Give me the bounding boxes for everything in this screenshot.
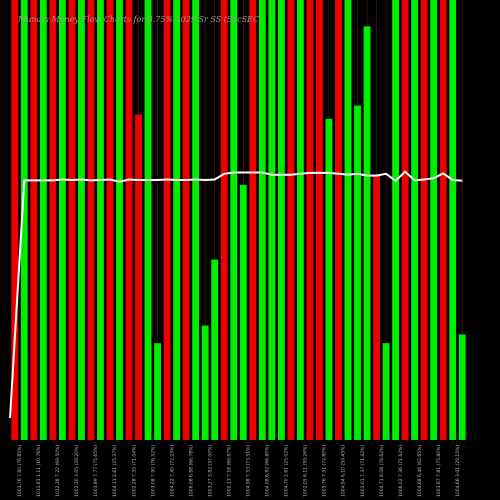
x-tick-label: 1003.99 7.77 (75.65%) xyxy=(93,445,99,497)
x-tick-label: 1003.87 7.81 (75.80%) xyxy=(436,445,442,497)
bar xyxy=(97,0,104,440)
x-tick-label: 1012.38 7.22 (69.50%) xyxy=(55,445,61,497)
x-tick-label: 1005.76 7.51 (72.80%) xyxy=(322,445,328,497)
bar xyxy=(125,0,133,440)
bar xyxy=(373,176,380,440)
bar xyxy=(39,0,47,440)
bar xyxy=(106,0,114,440)
bar xyxy=(173,0,181,440)
x-tick-label: 1003.08 7.90 (76.52%) xyxy=(150,445,156,497)
bar xyxy=(77,0,85,440)
x-tick-label: 1004.71 8.08 (78.62%) xyxy=(379,445,385,497)
x-tick-label: 1003.27 3.82 (37.00%) xyxy=(207,445,213,497)
bar xyxy=(201,325,209,440)
bar xyxy=(449,0,457,440)
x-tick-label: 1002.30 3.05 (28.20%) xyxy=(74,445,80,497)
bar xyxy=(220,0,228,440)
bar xyxy=(430,0,438,440)
bar xyxy=(58,0,66,440)
bar xyxy=(420,0,428,440)
bar xyxy=(306,0,314,440)
bar xyxy=(49,0,57,440)
x-tick-label: 1004.11 2.61 (25.37%) xyxy=(112,445,118,497)
x-tick-label: 1002.28 7.35 (71.04%) xyxy=(131,445,137,497)
bar xyxy=(135,114,142,441)
bar xyxy=(20,0,28,440)
x-tick-label: 1004.70 2.61 (25.02%) xyxy=(284,445,290,497)
bar xyxy=(211,259,219,440)
x-tick-label: 1011.81 1.11 (10.76%) xyxy=(36,445,42,497)
bar xyxy=(335,0,342,440)
bar xyxy=(163,0,171,440)
chart-title: Munafa Money Flow Charts for 8.75% 2029 … xyxy=(17,15,262,24)
price-line xyxy=(9,170,463,419)
bar xyxy=(315,0,323,440)
bar xyxy=(192,0,200,440)
x-tick-label: 1002.05 6.11 (59.26%) xyxy=(303,445,309,497)
bar xyxy=(458,334,466,440)
bar xyxy=(144,0,152,440)
bar xyxy=(30,0,38,440)
bar xyxy=(325,118,333,441)
x-tick-label: 1001.76 7.60 (76.85%) xyxy=(17,445,23,497)
x-tick-label: 1004.22 7.45 (72.23%) xyxy=(169,445,175,497)
x-tick-label: 1004.94 6.10 (59.45%) xyxy=(341,445,347,497)
x-tick-label: 1004.98 7.53 (73.51%) xyxy=(246,445,252,497)
bar xyxy=(392,0,400,440)
x-tick-label: 1004.68 6.46 (62.65%) xyxy=(417,445,423,497)
bar xyxy=(258,0,266,440)
x-tick-label: 1001.01 7.37 (71.42%) xyxy=(360,445,366,497)
x-axis-tick-labels: 1001.76 7.60 (76.85%) 1011.81 1.11 (10.76… xyxy=(17,445,461,497)
bar xyxy=(296,0,304,440)
x-tick-label: 1004.66 3.01 (29.15%) xyxy=(455,445,461,497)
bar xyxy=(354,105,361,440)
bar xyxy=(249,0,257,440)
bar-series xyxy=(11,0,466,441)
bar xyxy=(363,26,371,441)
bar xyxy=(68,0,76,440)
bar xyxy=(287,0,295,440)
bar xyxy=(230,0,238,440)
x-tick-label: 1006.08 6.88 (66.78%) xyxy=(188,445,194,497)
bar xyxy=(11,0,19,440)
bar xyxy=(116,0,123,440)
bar xyxy=(401,0,409,440)
bar xyxy=(154,343,162,440)
bar xyxy=(182,0,190,440)
x-tick-label: 1006.02 7.36 (71.62%) xyxy=(398,445,404,497)
bar xyxy=(239,184,247,440)
bar xyxy=(382,343,390,440)
x-tick-label: 1004.08 6.82 (66.60%) xyxy=(265,445,271,497)
x-tick-label: 1000.13 7.18 (69.87%) xyxy=(226,445,232,497)
bar xyxy=(87,0,95,440)
bar xyxy=(439,0,447,440)
bar xyxy=(344,0,352,440)
bar xyxy=(268,0,276,440)
bar xyxy=(277,0,285,440)
bar xyxy=(411,0,419,440)
